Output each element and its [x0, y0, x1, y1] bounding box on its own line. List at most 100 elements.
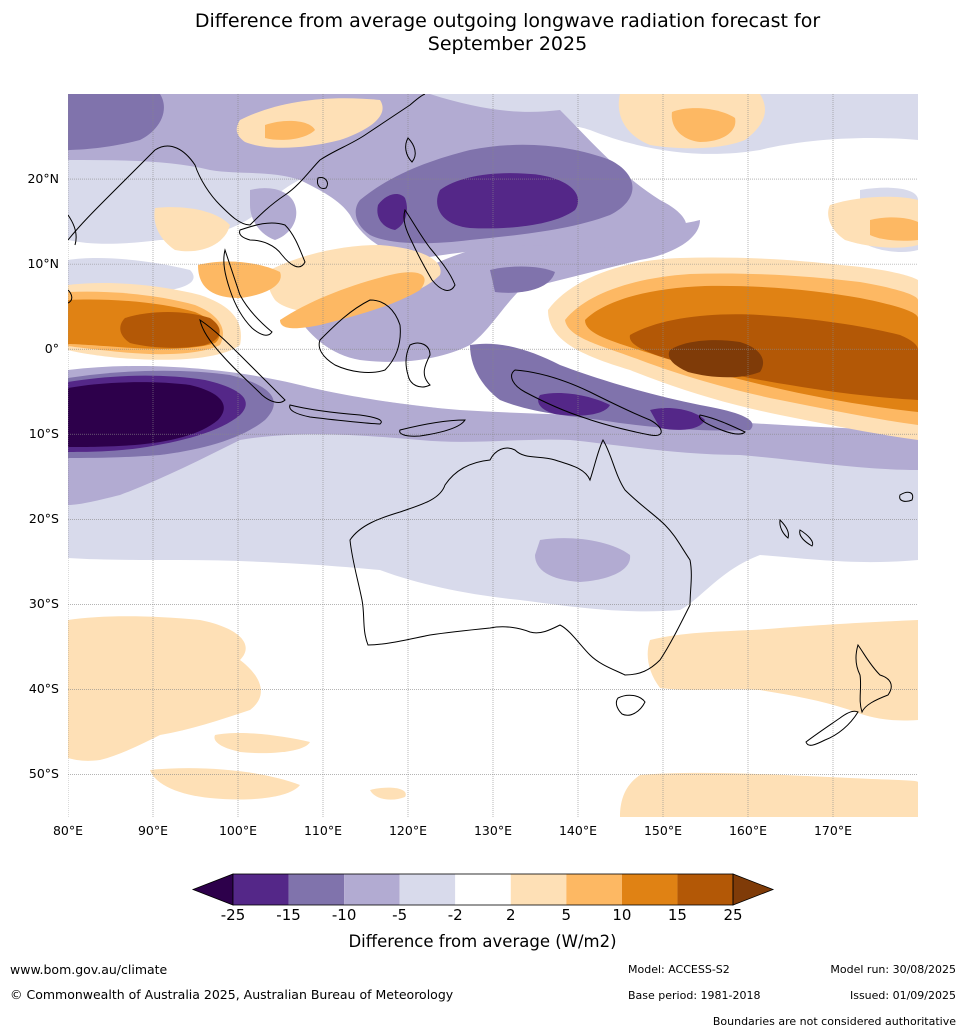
- colorbar-swatch: [455, 874, 511, 905]
- map-title: Difference from average outgoing longwav…: [0, 10, 965, 56]
- anomaly-deep-orange-west-indian: [120, 312, 220, 348]
- anomaly-orange-north-pacific: [671, 108, 736, 142]
- latitude-label: 20°N: [27, 171, 59, 187]
- colorbar-swatch: [288, 874, 345, 905]
- anomaly-extreme-purple-west-indian: [68, 382, 224, 447]
- anomaly-lobe-mid-purple-northwest: [250, 188, 297, 240]
- olr-anomaly-map: [68, 94, 918, 817]
- longitude-label: 170°E: [813, 823, 852, 838]
- positive-anomaly-fields: [68, 94, 918, 817]
- longitude-label: 80°E: [52, 823, 84, 838]
- anomaly-core-purple-china: [68, 94, 164, 150]
- anomaly-strong-purple-solomon: [650, 408, 705, 430]
- longitude-label: 130°E: [473, 823, 512, 838]
- colorbar-swatch: [510, 874, 567, 905]
- coastline-timor: [399, 419, 466, 437]
- anomaly-patch-mid-purple-central-aus: [535, 538, 631, 582]
- map-title-line1: Difference from average outgoing longwav…: [194, 10, 821, 32]
- longitude-label: 100°E: [218, 823, 257, 838]
- latitude-label: 20°S: [28, 511, 59, 527]
- colorbar-border: [232, 873, 734, 906]
- coastline-tasmania: [615, 694, 646, 716]
- colorbar-tick-label: -5: [392, 906, 408, 924]
- longitude-label: 120°E: [388, 823, 427, 838]
- colorbar-tick-label: 2: [505, 906, 516, 924]
- coastlines: [68, 94, 914, 746]
- anomaly-strong-purple-south-china-sea: [377, 194, 407, 230]
- coastline-sumatra: [199, 318, 286, 403]
- colorbar-tick-label: 10: [612, 906, 632, 924]
- map-title-line2: September 2025: [427, 33, 588, 55]
- coastline-malay-peninsula: [223, 248, 273, 336]
- anomaly-core-purple-luzon: [490, 266, 555, 293]
- anomaly-deep-orange-west-pacific: [629, 314, 918, 400]
- coastline-new-zealand-north: [855, 643, 892, 714]
- anomaly-band-mid-purple-south: [68, 365, 918, 505]
- colorbar-swatch: [677, 874, 733, 905]
- anomaly-light-orange-south-centre: [370, 787, 406, 800]
- anomaly-orange-thailand: [198, 261, 281, 298]
- coastline-asia-mainland: [68, 94, 426, 241]
- model-run-date: Model run: 30/08/2025: [830, 963, 956, 976]
- colorbar-swatch: [621, 874, 678, 905]
- coastline-fiji: [899, 491, 914, 502]
- anomaly-light-orange-south-ocean-strip: [214, 732, 310, 754]
- boundaries-disclaimer: Boundaries are not considered authoritat…: [712, 1015, 956, 1028]
- issued-date: Issued: 01/09/2025: [849, 989, 956, 1002]
- colorbar-extend-low: [191, 873, 234, 906]
- coastline-indochina: [239, 222, 306, 268]
- colorbar-swatch: [344, 874, 400, 905]
- website-link[interactable]: www.bom.gov.au/climate: [10, 962, 168, 977]
- coastline-borneo: [318, 299, 401, 373]
- graticule: [68, 94, 918, 817]
- colorbar-tick-label: -15: [276, 906, 301, 924]
- longitude-label: 90°E: [137, 823, 169, 838]
- colorbar-extend-high: [732, 873, 775, 906]
- anomaly-strong-purple-philippine-sea: [437, 173, 579, 229]
- colorbar-swatch: [399, 874, 456, 905]
- model-name: Model: ACCESS-S2: [628, 963, 730, 976]
- anomaly-light-orange-southwest-strip: [150, 768, 300, 800]
- colorbar-swatch: [233, 874, 289, 905]
- coastline-india: [68, 214, 77, 246]
- anomaly-light-orange-thailand: [154, 207, 230, 252]
- coastline-vanuatu: [779, 518, 789, 539]
- anomaly-orange-south-china: [280, 272, 425, 329]
- coastline-sulawesi: [405, 342, 431, 388]
- coastline-taiwan: [405, 137, 416, 163]
- colorbar-tick-label: -25: [220, 906, 246, 924]
- anomaly-light-orange-south-ocean-east: [647, 620, 918, 721]
- latitude-label: 0°: [44, 341, 59, 357]
- latitude-label: 50°S: [28, 766, 59, 782]
- latitude-label: 30°S: [28, 596, 59, 612]
- longitude-label: 150°E: [643, 823, 682, 838]
- coastline-new-zealand-south: [805, 710, 859, 746]
- anomaly-light-orange-south-ocean-west: [68, 616, 261, 761]
- coastline-new-guinea: [511, 369, 662, 437]
- latitude-label: 40°S: [28, 681, 59, 697]
- coastline-new-caledonia: [799, 529, 814, 547]
- longitude-label: 110°E: [303, 823, 342, 838]
- base-period: Base period: 1981-2018: [628, 989, 761, 1002]
- coastline-sri-lanka: [68, 289, 73, 304]
- colorbar-swatch: [566, 874, 622, 905]
- coastline-java: [289, 404, 382, 425]
- anomaly-core-purple-maritime-strip: [470, 343, 753, 431]
- colorbar-tick-label: -2: [447, 906, 463, 924]
- anomaly-light-orange-southeast-strip: [620, 772, 918, 817]
- coastline-philippines: [403, 208, 456, 291]
- anomaly-strong-purple-new-guinea: [538, 393, 610, 416]
- coastline-hainan: [317, 177, 328, 189]
- anomaly-orange-marshall: [870, 217, 918, 241]
- colorbar-tick-label: 5: [561, 906, 572, 924]
- colorbar-tick-label: 15: [667, 906, 687, 924]
- copyright-notice: © Commonwealth of Australia 2025, Austra…: [10, 987, 454, 1002]
- coastline-australia: [349, 438, 692, 676]
- coastline-solomon-islands: [699, 414, 746, 435]
- longitude-label: 160°E: [728, 823, 767, 838]
- colorbar-tick-label: -10: [331, 906, 357, 924]
- longitude-label: 140°E: [558, 823, 597, 838]
- colorbar-tick-label: 25: [723, 906, 743, 924]
- latitude-label: 10°N: [27, 256, 59, 272]
- latitude-label: 10°S: [28, 426, 59, 442]
